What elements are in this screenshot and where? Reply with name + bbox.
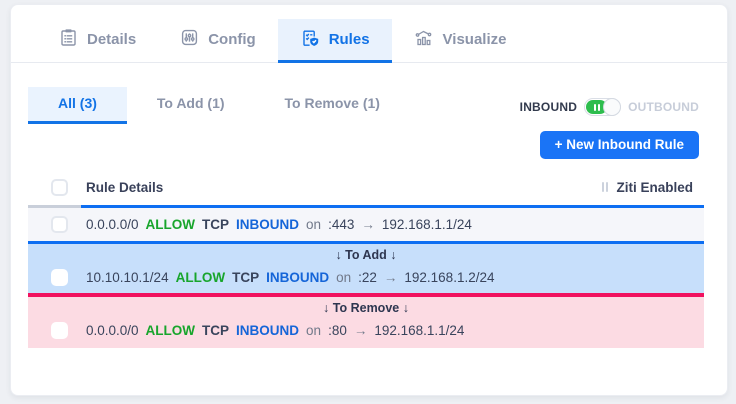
tab-config-label: Config	[208, 31, 256, 48]
shield-document-icon	[300, 28, 320, 52]
subtab-to-remove[interactable]: To Remove (1)	[284, 95, 380, 111]
toggle-on-segment	[586, 100, 608, 114]
table-header-row: Rule Details Ziti Enabled	[28, 169, 704, 205]
column-resize-icon[interactable]	[602, 182, 609, 193]
arrow-icon: →	[353, 323, 368, 339]
rule-on-word: on	[306, 323, 322, 339]
to-add-top-border	[28, 241, 704, 245]
subtab-to-add[interactable]: To Add (1)	[156, 95, 225, 111]
rule-direction: INBOUND	[236, 217, 300, 233]
to-remove-top-border	[28, 293, 704, 298]
rule-on-word: on	[336, 270, 352, 286]
rule-protocol: TCP	[202, 217, 230, 233]
rules-filter-bar: All (3) To Add (1) To Remove (1) INBOUND…	[28, 87, 699, 124]
tab-details[interactable]: Details	[37, 19, 158, 63]
rule-checkbox[interactable]	[51, 322, 68, 340]
tab-visualize-label: Visualize	[442, 31, 507, 48]
rule-row-to-add[interactable]: 10.10.10.1/24 ALLOW TCP INBOUND on :22 →…	[28, 263, 704, 292]
rule-direction: INBOUND	[266, 270, 330, 286]
new-inbound-rule-button[interactable]: + New Inbound Rule	[539, 131, 699, 160]
to-remove-section: ↓ To Remove ↓ 0.0.0.0/0 ALLOW TCP INBOUN…	[28, 297, 704, 349]
rule-protocol: TCP	[232, 270, 260, 286]
rule-row-existing[interactable]: 0.0.0.0/0 ALLOW TCP INBOUND on :443 → 19…	[28, 208, 704, 242]
to-remove-section-label: ↓ To Remove ↓	[323, 301, 409, 316]
sliders-icon	[180, 28, 199, 51]
rule-destination: 192.168.1.1/24	[374, 323, 465, 339]
direction-toggle[interactable]	[584, 98, 622, 116]
rule-destination: 192.168.1.1/24	[381, 217, 472, 233]
tab-rules-label: Rules	[328, 31, 370, 48]
toggle-knob[interactable]	[603, 98, 622, 116]
tab-rules[interactable]: Rules	[277, 19, 392, 63]
rule-on-word: on	[306, 217, 322, 233]
rule-action: ALLOW	[145, 217, 196, 233]
rule-source: 10.10.10.1/24	[86, 270, 169, 286]
rule-row-to-remove[interactable]: 0.0.0.0/0 ALLOW TCP INBOUND on :80 → 192…	[28, 316, 704, 345]
subtab-all[interactable]: All (3)	[28, 87, 127, 124]
header-boundary-line	[28, 205, 704, 209]
ziti-enabled-header: Ziti Enabled	[616, 179, 693, 195]
rules-table: Rule Details Ziti Enabled 0.0.0.0/0 ALLO…	[28, 169, 704, 349]
inbound-label: INBOUND	[519, 100, 578, 114]
rule-direction: INBOUND	[236, 323, 300, 339]
rule-checkbox[interactable]	[51, 216, 68, 234]
to-add-section-label: ↓ To Add ↓	[335, 248, 397, 263]
rule-port: :443	[328, 217, 355, 233]
rule-protocol: TCP	[202, 323, 230, 339]
rule-action: ALLOW	[145, 323, 196, 339]
main-tab-bar: Details Config	[11, 5, 727, 63]
select-all-checkbox[interactable]	[51, 178, 68, 196]
rule-source: 0.0.0.0/0	[86, 217, 139, 233]
chart-icon	[414, 28, 434, 51]
direction-toggle-group: INBOUND OUTBOUND	[520, 98, 699, 124]
rule-text: 0.0.0.0/0 ALLOW TCP INBOUND on :443 → 19…	[86, 217, 472, 232]
rule-details-header: Rule Details	[86, 179, 164, 195]
rule-port: :22	[358, 270, 377, 286]
rules-panel-card: Details Config	[10, 4, 728, 396]
tab-details-label: Details	[87, 31, 137, 48]
to-add-section: ↓ To Add ↓ 10.10.10.1/24 ALLOW TCP INBOU…	[28, 244, 704, 294]
arrow-icon: →	[361, 217, 375, 233]
outbound-label: OUTBOUND	[628, 100, 699, 114]
rule-text: 0.0.0.0/0 ALLOW TCP INBOUND on :80 → 192…	[86, 323, 464, 338]
rule-port: :80	[328, 323, 347, 339]
rule-source: 0.0.0.0/0	[86, 323, 139, 339]
rule-action: ALLOW	[175, 270, 226, 286]
tab-config[interactable]: Config	[158, 19, 277, 63]
rule-destination: 192.168.1.2/24	[404, 270, 495, 286]
rule-checkbox[interactable]	[51, 269, 68, 287]
arrow-icon: →	[383, 270, 398, 286]
rule-text: 10.10.10.1/24 ALLOW TCP INBOUND on :22 →…	[86, 270, 494, 285]
tab-visualize[interactable]: Visualize	[392, 19, 529, 63]
actions-row: + New Inbound Rule	[11, 131, 699, 160]
clipboard-icon	[59, 28, 78, 51]
